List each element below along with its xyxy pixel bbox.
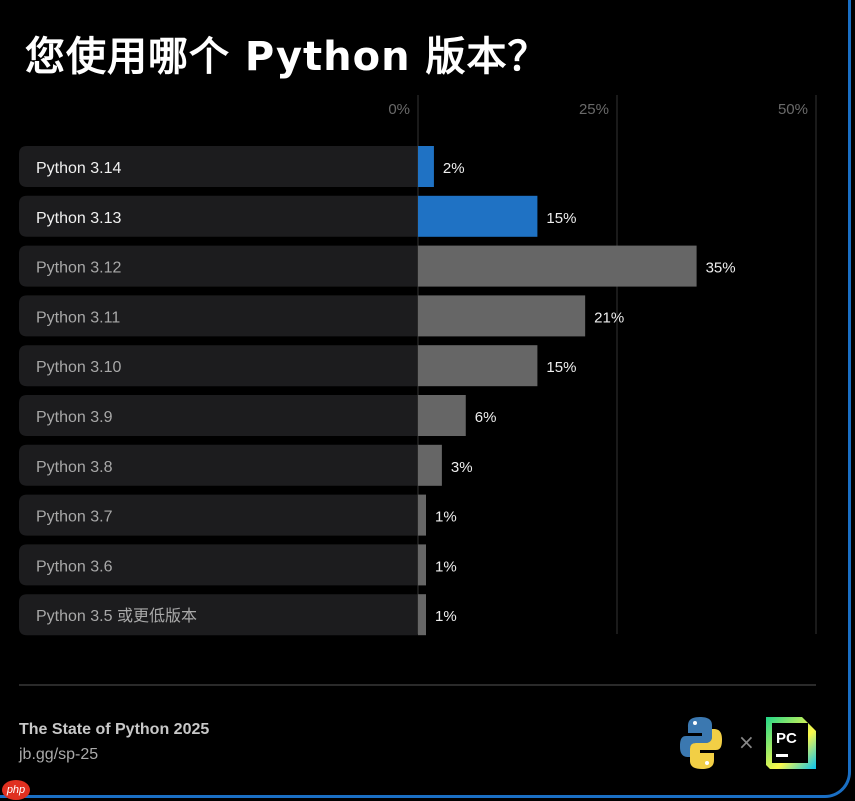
data-label: 3% [451, 459, 473, 476]
data-label: 15% [546, 359, 576, 376]
category-label-bg [19, 544, 418, 586]
bar [418, 544, 426, 586]
page-title: 您使用哪个 Python 版本？ [25, 34, 549, 80]
category-label-bg [19, 594, 418, 636]
category-label-bg [19, 245, 418, 287]
bar [418, 195, 538, 237]
logos: × PC [680, 715, 820, 776]
bar [418, 245, 697, 287]
category-label-bg [19, 444, 418, 486]
source-text: The State of Python 2025 [19, 721, 210, 738]
category-label: Python 3.11 [36, 309, 120, 326]
data-label: 1% [435, 509, 457, 526]
bar [418, 146, 434, 187]
bar-chart: Python 3.14 Python 3.13 Python 3.12 Python … [19, 95, 817, 636]
x-tick-label: 0% [388, 101, 410, 118]
category-label: Python 3.7 [36, 509, 113, 526]
data-label: 21% [594, 309, 624, 326]
x-tick-label: 25% [579, 101, 609, 118]
data-label: 15% [546, 210, 576, 227]
bar [418, 494, 426, 536]
data-label: 6% [475, 409, 497, 426]
category-label: Python 3.10 [36, 359, 122, 376]
category-label: Python 3.13 [36, 210, 122, 227]
category-label-bg [19, 395, 418, 436]
source-link[interactable]: jb.gg/sp-25 [19, 746, 99, 763]
svg-text:PC: PC [776, 730, 797, 747]
pycharm-logo-icon: PC [766, 717, 816, 769]
divider [19, 684, 816, 686]
separator: × [738, 730, 755, 754]
bar [418, 444, 442, 486]
category-label-bg [19, 295, 418, 337]
category-label: Python 3.5 或更低版本 [36, 607, 197, 625]
category-label-bg [19, 195, 418, 237]
category-label: Python 3.9 [36, 409, 113, 426]
category-label-bg [19, 494, 418, 536]
category-label: Python 3.14 [36, 160, 122, 177]
data-label: 1% [435, 608, 457, 625]
data-label: 1% [435, 558, 457, 575]
category-label: Python 3.6 [36, 558, 113, 575]
data-label: 2% [443, 160, 465, 177]
x-tick-label: 50% [778, 101, 808, 118]
bar [418, 295, 586, 337]
php-badge: php [2, 780, 30, 800]
bar [418, 395, 466, 436]
python-logo-icon [680, 717, 722, 769]
bar [418, 345, 538, 387]
data-label: 35% [706, 260, 736, 277]
category-label-bg [19, 345, 418, 387]
category-label: Python 3.12 [36, 260, 122, 277]
bar [418, 594, 426, 636]
category-label-bg [19, 146, 418, 187]
category-label: Python 3.8 [36, 459, 113, 476]
